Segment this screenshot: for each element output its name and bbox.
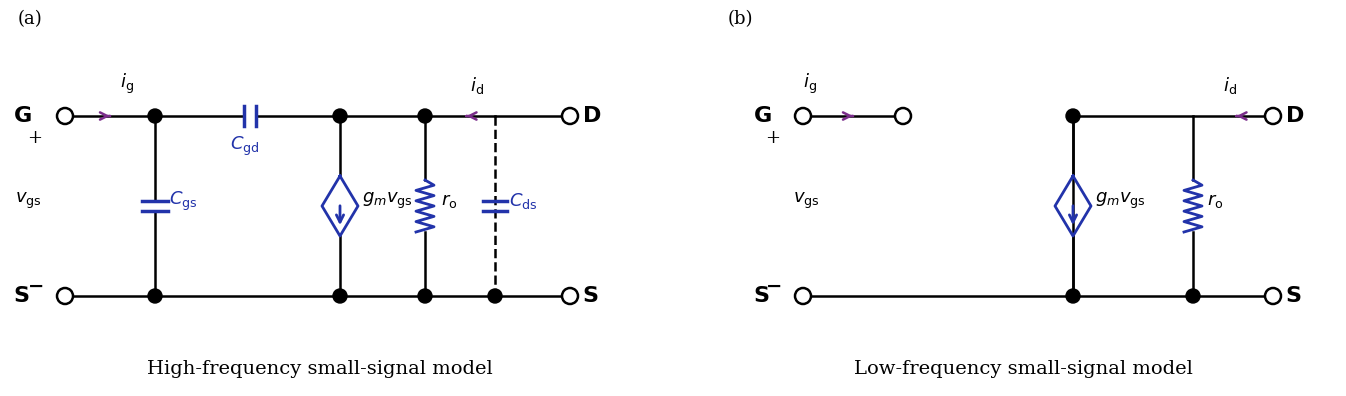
Text: $C_\mathrm{gd}$: $C_\mathrm{gd}$ — [230, 135, 260, 158]
Circle shape — [489, 289, 502, 303]
Text: $\mathbf{G}$: $\mathbf{G}$ — [13, 105, 31, 127]
Text: Low-frequency small-signal model: Low-frequency small-signal model — [853, 360, 1193, 378]
Text: $g_m v_\mathrm{gs}$: $g_m v_\mathrm{gs}$ — [1096, 191, 1145, 211]
Text: $\mathbf{S}$: $\mathbf{S}$ — [13, 285, 30, 307]
Text: $\mathbf{G}$: $\mathbf{G}$ — [752, 105, 771, 127]
Text: $\mathbf{-}$: $\mathbf{-}$ — [27, 277, 43, 295]
Circle shape — [57, 288, 73, 304]
Text: +: + — [765, 129, 779, 147]
Circle shape — [795, 108, 812, 124]
Circle shape — [148, 109, 162, 123]
Text: $r_\mathrm{o}$: $r_\mathrm{o}$ — [441, 192, 458, 210]
Circle shape — [563, 288, 577, 304]
Text: $\mathbf{-}$: $\mathbf{-}$ — [765, 277, 781, 295]
Circle shape — [895, 108, 911, 124]
Text: (a): (a) — [17, 10, 43, 28]
Circle shape — [1265, 288, 1281, 304]
Text: +: + — [27, 129, 42, 147]
Text: $\mathbf{S}$: $\mathbf{S}$ — [752, 285, 770, 307]
Text: $i_\mathrm{d}$: $i_\mathrm{d}$ — [470, 75, 485, 96]
Circle shape — [795, 288, 812, 304]
Circle shape — [1066, 109, 1079, 123]
Circle shape — [332, 109, 347, 123]
Circle shape — [419, 289, 432, 303]
Text: $i_\mathrm{g}$: $i_\mathrm{g}$ — [120, 72, 135, 96]
Text: $r_\mathrm{o}$: $r_\mathrm{o}$ — [1207, 192, 1224, 210]
Circle shape — [419, 109, 432, 123]
Circle shape — [57, 108, 73, 124]
Text: $g_m v_\mathrm{gs}$: $g_m v_\mathrm{gs}$ — [362, 191, 413, 211]
Circle shape — [1066, 289, 1079, 303]
Text: (b): (b) — [728, 10, 754, 28]
Circle shape — [148, 289, 162, 303]
Circle shape — [563, 108, 577, 124]
Text: $\mathbf{D}$: $\mathbf{D}$ — [581, 105, 602, 127]
Text: $i_\mathrm{g}$: $i_\mathrm{g}$ — [804, 72, 817, 96]
Circle shape — [332, 289, 347, 303]
Text: $v_\mathrm{gs}$: $v_\mathrm{gs}$ — [793, 191, 820, 211]
Text: $\mathbf{S}$: $\mathbf{S}$ — [1285, 285, 1302, 307]
Circle shape — [1186, 289, 1201, 303]
Text: $i_\mathrm{d}$: $i_\mathrm{d}$ — [1224, 75, 1237, 96]
Text: $v_\mathrm{gs}$: $v_\mathrm{gs}$ — [15, 191, 42, 211]
Text: $\mathbf{S}$: $\mathbf{S}$ — [581, 285, 599, 307]
Text: High-frequency small-signal model: High-frequency small-signal model — [147, 360, 493, 378]
Text: $\mathbf{D}$: $\mathbf{D}$ — [1285, 105, 1304, 127]
Circle shape — [1265, 108, 1281, 124]
Text: $C_\mathrm{ds}$: $C_\mathrm{ds}$ — [509, 191, 537, 211]
Text: $C_\mathrm{gs}$: $C_\mathrm{gs}$ — [170, 189, 198, 213]
